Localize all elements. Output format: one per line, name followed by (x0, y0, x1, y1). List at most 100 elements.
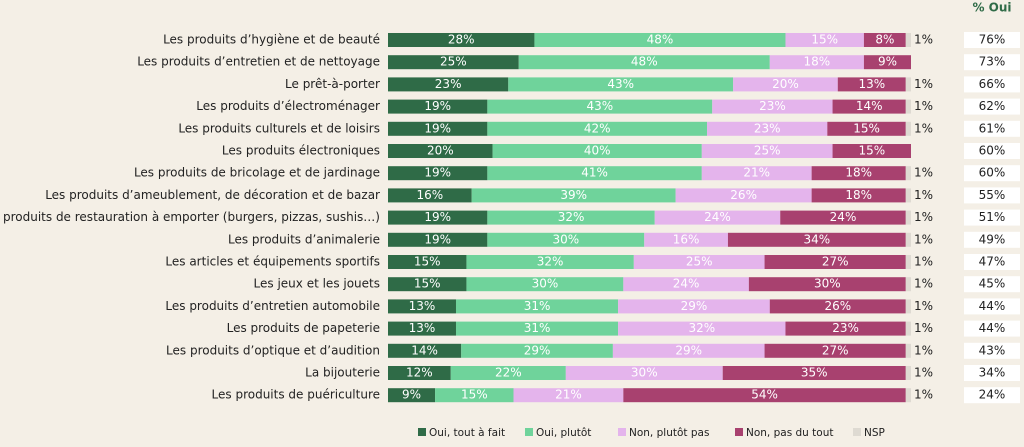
segment-label: 39% (560, 188, 587, 202)
segment-label: 24% (704, 210, 731, 224)
bar-segment (388, 33, 535, 47)
segment-label: 9% (878, 55, 897, 69)
segment-label: 43% (586, 99, 613, 113)
bar-segment (905, 299, 911, 314)
oui-value: 66% (979, 77, 1006, 91)
bar-segment (769, 299, 906, 314)
legend-label: NSP (864, 427, 885, 439)
nsp-label: 1% (914, 210, 933, 224)
bar-segment (905, 188, 911, 203)
oui-box (964, 320, 1020, 337)
category-label: Les produits de puériculture (212, 388, 380, 402)
segment-label: 27% (822, 255, 849, 269)
bar-segment (612, 343, 765, 358)
bar-segment (435, 388, 514, 403)
bar-segment (455, 321, 619, 336)
oui-box (964, 120, 1020, 137)
category-label: Les produits d’entretien et de nettoyage (137, 55, 380, 69)
bar-segment (487, 99, 713, 114)
nsp-label: 1% (914, 33, 933, 47)
segment-label: 18% (845, 166, 872, 180)
legend-swatch (418, 428, 426, 436)
oui-box (964, 165, 1020, 182)
bar-segment (905, 388, 911, 403)
bar-segment (832, 144, 911, 158)
segment-label: 13% (409, 321, 436, 335)
bar-segment (450, 366, 566, 380)
oui-box (964, 209, 1020, 226)
bar-segment (388, 166, 488, 181)
category-label: La bijouterie (305, 366, 380, 380)
bar-segment (905, 232, 911, 247)
bar-segment (707, 121, 828, 136)
oui-value: 60% (979, 144, 1006, 158)
bar-segment (785, 321, 906, 336)
bar-segment (618, 321, 786, 336)
nsp-label: 1% (914, 255, 933, 269)
bar-segment (534, 33, 786, 47)
segment-label: 40% (584, 144, 611, 158)
segment-label: 8% (875, 33, 894, 47)
oui-box (964, 76, 1020, 93)
bar-segment (905, 277, 911, 292)
segment-label: 19% (424, 210, 451, 224)
oui-box (964, 231, 1020, 248)
segment-label: 23% (759, 99, 786, 113)
oui-value: 49% (979, 232, 1006, 246)
category-label: Les articles et équipements sportifs (165, 255, 380, 269)
category-label: Les produits de bricolage et de jardinag… (134, 166, 380, 180)
segment-label: 19% (424, 166, 451, 180)
bar-segment (712, 99, 833, 114)
bar-segment (618, 299, 770, 314)
segment-label: 19% (424, 99, 451, 113)
oui-value: 51% (979, 210, 1006, 224)
bar-segment (487, 166, 702, 181)
oui-value: 34% (979, 366, 1006, 380)
segment-label: 13% (409, 299, 436, 313)
oui-value: 43% (979, 343, 1006, 357)
legend-swatch (853, 428, 861, 436)
oui-value: 60% (979, 166, 1006, 180)
bar-segment (508, 77, 734, 92)
segment-label: 25% (440, 55, 467, 69)
nsp-label: 1% (914, 166, 933, 180)
oui-box (964, 254, 1020, 270)
bar-segment (905, 366, 911, 380)
oui-box (964, 143, 1020, 159)
bar-segment (863, 33, 906, 47)
bar-segment (492, 144, 702, 158)
bar-segment (565, 366, 723, 380)
bar-segment (388, 388, 436, 403)
segment-label: 42% (584, 121, 611, 135)
segment-label: 13% (858, 77, 885, 91)
segment-label: 31% (524, 299, 551, 313)
oui-value: 45% (979, 277, 1006, 291)
bar-segment (461, 343, 613, 358)
bar-segment (827, 121, 906, 136)
segment-label: 23% (832, 321, 859, 335)
bar-segment (455, 299, 619, 314)
nsp-label: 1% (914, 121, 933, 135)
segment-label: 15% (858, 144, 885, 158)
oui-box (964, 298, 1020, 315)
bar-segment (388, 277, 467, 292)
segment-label: 30% (631, 366, 658, 380)
bar-segment (388, 343, 462, 358)
bar-segment (905, 321, 911, 336)
nsp-label: 1% (914, 388, 933, 402)
category-label: Les produits d’animalerie (228, 232, 380, 246)
legend-label: Non, pas du tout (746, 427, 834, 439)
nsp-label: 1% (914, 232, 933, 246)
bar-segment (388, 210, 488, 225)
segment-label: 31% (524, 321, 551, 335)
category-label: Les produits d’ameublement, de décoratio… (45, 188, 380, 202)
category-label: Les produits de papeterie (227, 321, 380, 335)
category-label: Les jeux et les jouets (254, 277, 380, 291)
legend-swatch (525, 428, 533, 436)
bar-segment (623, 388, 906, 403)
legend-label: Oui, plutôt (536, 427, 591, 439)
bar-segment (905, 33, 911, 47)
bar-segment (811, 166, 906, 181)
bar-segment (832, 99, 906, 114)
